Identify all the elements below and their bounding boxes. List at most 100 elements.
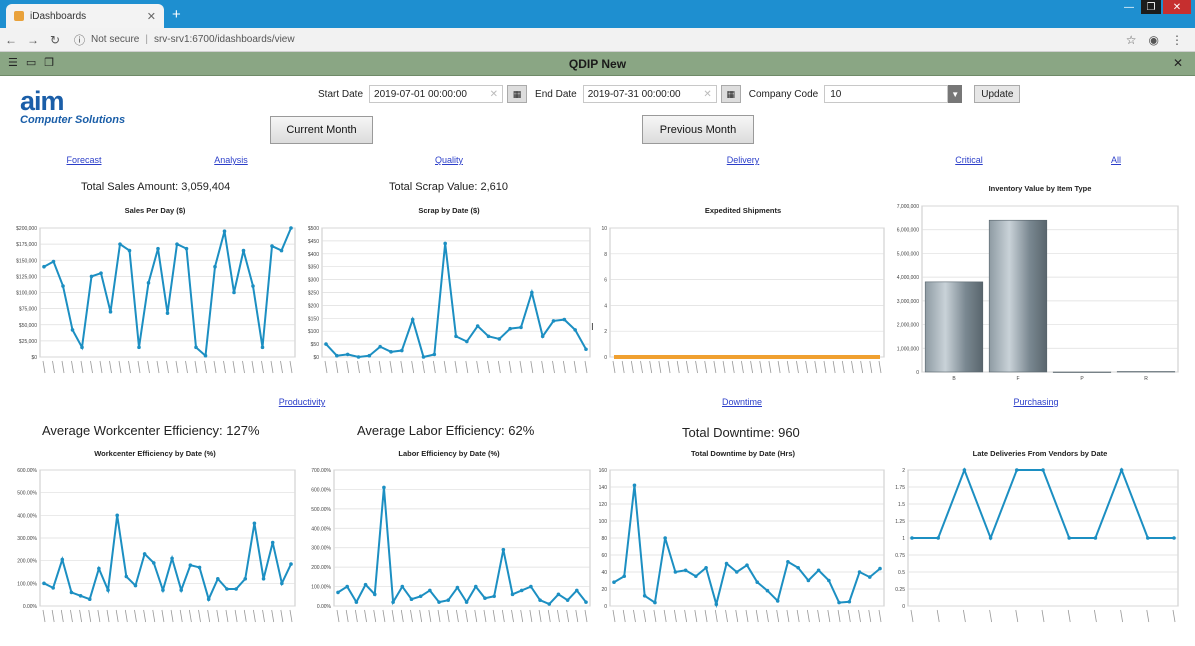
data-point[interactable] — [232, 290, 236, 295]
data-point[interactable] — [827, 578, 831, 583]
data-point[interactable] — [446, 598, 451, 602]
start-calendar-icon[interactable]: ▦ — [507, 85, 528, 103]
inventory-bar[interactable] — [988, 219, 1048, 373]
data-point[interactable] — [622, 574, 627, 579]
data-point[interactable] — [289, 226, 293, 230]
start-date-input[interactable]: 2019-07-01 00:00:00 ✕ — [369, 85, 504, 103]
back-arrow-icon[interactable]: ← — [5, 32, 17, 47]
data-point[interactable] — [556, 592, 561, 597]
data-point[interactable] — [60, 557, 65, 562]
data-point[interactable] — [632, 483, 637, 488]
data-point[interactable] — [261, 577, 266, 581]
data-point[interactable] — [184, 246, 189, 251]
data-point[interactable] — [454, 334, 458, 339]
data-point[interactable] — [206, 597, 211, 601]
data-point[interactable] — [222, 229, 227, 234]
data-point[interactable] — [203, 353, 208, 358]
analysis-link[interactable]: Analysis — [214, 155, 248, 165]
data-point[interactable] — [683, 568, 688, 573]
data-point[interactable] — [61, 284, 65, 288]
company-code-select[interactable]: 10 — [824, 85, 949, 103]
data-point[interactable] — [486, 334, 491, 339]
data-point[interactable] — [165, 311, 170, 315]
data-point[interactable] — [289, 562, 293, 566]
critical-link[interactable]: Critical — [955, 155, 983, 165]
data-point[interactable] — [936, 536, 940, 540]
data-point[interactable] — [988, 536, 993, 540]
data-point[interactable] — [530, 290, 534, 295]
data-point[interactable] — [497, 337, 502, 341]
data-point[interactable] — [806, 578, 811, 583]
data-point[interactable] — [475, 324, 480, 328]
clear-start-icon[interactable]: ✕ — [489, 88, 499, 100]
window-close-button[interactable]: ✕ — [1163, 0, 1191, 14]
data-point[interactable] — [612, 580, 616, 584]
data-point[interactable] — [324, 342, 328, 346]
info-icon[interactable]: ⓘ — [74, 34, 85, 47]
data-point[interactable] — [443, 241, 447, 246]
data-point[interactable] — [673, 570, 678, 574]
data-point[interactable] — [51, 259, 56, 264]
data-point[interactable] — [89, 274, 94, 279]
data-point[interactable] — [118, 242, 122, 246]
data-point[interactable] — [161, 588, 165, 592]
inventory-bar[interactable] — [1052, 371, 1112, 373]
data-point[interactable] — [519, 325, 523, 330]
clear-end-icon[interactable]: ✕ — [703, 88, 712, 100]
data-point[interactable] — [42, 264, 46, 269]
data-point[interactable] — [837, 600, 841, 605]
data-point[interactable] — [356, 355, 361, 359]
data-point[interactable] — [642, 594, 647, 598]
data-point[interactable] — [418, 594, 423, 599]
data-point[interactable] — [354, 600, 359, 604]
data-point[interactable] — [137, 345, 141, 350]
data-point[interactable] — [910, 536, 914, 540]
address-omnibox[interactable]: ⓘ Not secure | srv-srv1:6700/idashboards… — [74, 32, 295, 48]
data-point[interactable] — [382, 485, 386, 490]
data-point[interactable] — [765, 588, 770, 593]
data-point[interactable] — [80, 345, 84, 350]
data-point[interactable] — [106, 588, 110, 592]
data-point[interactable] — [962, 468, 967, 472]
close-tab-icon[interactable]: ✕ — [146, 10, 156, 23]
profile-icon[interactable]: ◉ — [1148, 32, 1159, 47]
data-point[interactable] — [428, 588, 432, 593]
data-point[interactable] — [796, 565, 800, 570]
data-point[interactable] — [146, 281, 151, 285]
data-point[interactable] — [391, 600, 395, 604]
data-point[interactable] — [225, 587, 229, 591]
data-point[interactable] — [437, 600, 441, 604]
data-point[interactable] — [400, 348, 404, 353]
data-point[interactable] — [216, 577, 220, 581]
data-point[interactable] — [653, 600, 657, 605]
data-point[interactable] — [260, 345, 265, 350]
end-calendar-icon[interactable]: ▦ — [720, 85, 741, 103]
data-point[interactable] — [389, 350, 393, 354]
end-date-input[interactable]: 2019-07-31 00:00:00 ✕ — [582, 85, 717, 103]
data-point[interactable] — [142, 552, 147, 556]
url-text[interactable]: srv-srv1:6700/idashboards/view — [153, 34, 295, 45]
menu-icon[interactable]: ☰ — [8, 57, 18, 69]
data-point[interactable] — [492, 594, 496, 599]
data-point[interactable] — [367, 353, 372, 358]
data-point[interactable] — [363, 582, 368, 587]
data-point[interactable] — [270, 244, 274, 248]
data-point[interactable] — [465, 339, 469, 344]
data-point[interactable] — [170, 556, 174, 561]
data-point[interactable] — [336, 590, 340, 595]
data-point[interactable] — [251, 284, 255, 288]
data-point[interactable] — [562, 317, 567, 322]
copy-icon[interactable]: ❐ — [44, 57, 55, 69]
data-point[interactable] — [270, 540, 275, 545]
data-point[interactable] — [745, 563, 749, 567]
data-point[interactable] — [400, 584, 405, 589]
data-point[interactable] — [133, 583, 138, 588]
data-point[interactable] — [345, 584, 349, 589]
data-point[interactable] — [775, 599, 780, 603]
data-point[interactable] — [510, 592, 515, 597]
data-point[interactable] — [1015, 468, 1019, 472]
window-minimize-button[interactable]: — — [1124, 1, 1134, 13]
inventory-bar[interactable] — [1116, 371, 1176, 373]
data-point[interactable] — [847, 599, 852, 604]
data-point[interactable] — [1172, 536, 1176, 540]
